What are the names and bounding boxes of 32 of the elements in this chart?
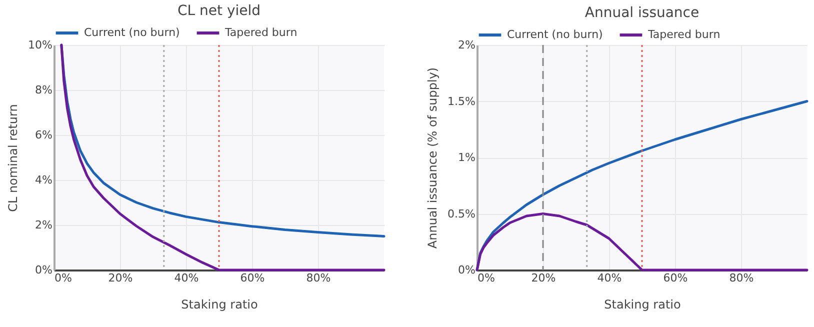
chart-title: CL net yield: [177, 3, 261, 19]
y-axis-title: CL nominal return: [6, 104, 20, 212]
chart-title: Annual issuance: [584, 5, 700, 21]
y-tick-label: 0%: [35, 264, 52, 276]
y-tick-label: 2%: [458, 38, 476, 52]
line-series: [476, 212, 808, 272]
x-tick-label: 40%: [597, 272, 622, 284]
x-tick-label: 20%: [108, 272, 133, 284]
y-tick-label: 1%: [458, 151, 476, 164]
x-tick-label: 60%: [240, 272, 265, 284]
y-tick-label: 6%: [35, 128, 52, 142]
x-tick-label: 40%: [174, 272, 199, 284]
x-tick-label: 60%: [663, 272, 688, 284]
y-tick-label: 1.5%: [448, 94, 476, 108]
x-tick-label: 0%: [54, 272, 72, 284]
y-axis-title: Annual issuance (% of supply): [426, 67, 440, 249]
x-tick-label: 80%: [306, 272, 331, 284]
legend-label: Current (no burn): [507, 28, 603, 41]
y-tick-label: 10%: [28, 38, 52, 52]
legend-label: Current (no burn): [84, 26, 180, 39]
legend-label: Tapered burn: [647, 28, 720, 41]
y-tick-label: 8%: [35, 84, 52, 96]
y-tick-label: 4%: [35, 174, 52, 186]
y-tick-label: 0%: [458, 264, 476, 276]
x-axis-title: Staking ratio: [604, 298, 681, 312]
y-tick-label: 0.5%: [448, 207, 476, 220]
x-tick-label: 0%: [478, 272, 495, 284]
x-axis-title: Staking ratio: [181, 298, 258, 312]
x-tick-label: 20%: [531, 272, 556, 284]
legend-label: Tapered burn: [224, 26, 298, 39]
x-tick-label: 80%: [729, 272, 754, 284]
y-tick-label: 2%: [35, 218, 52, 232]
